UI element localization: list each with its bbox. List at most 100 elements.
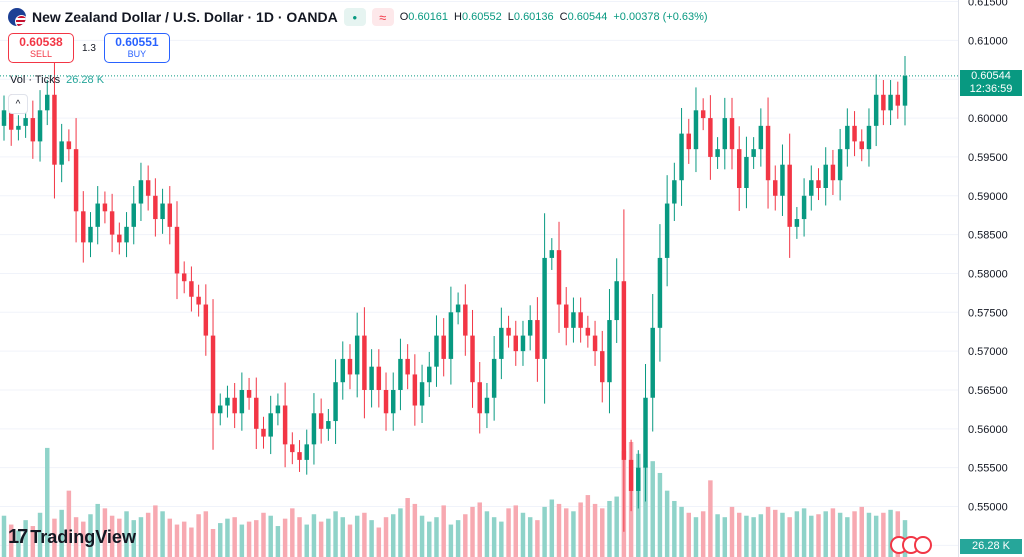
buy-button[interactable]: 0.60551 BUY bbox=[103, 33, 170, 63]
volume-bar bbox=[138, 517, 144, 557]
candle-body bbox=[643, 397, 648, 468]
volume-bar bbox=[441, 505, 446, 557]
volume-bar bbox=[679, 506, 684, 557]
candle-body bbox=[845, 125, 850, 150]
candle-body bbox=[131, 203, 136, 227]
candle-body bbox=[160, 203, 165, 220]
candle-body bbox=[463, 304, 468, 336]
y-tick-label: 0.58500 bbox=[968, 230, 1008, 242]
candle-body bbox=[830, 164, 836, 181]
volume-bar bbox=[73, 517, 79, 557]
candle-body bbox=[520, 335, 526, 352]
tradingview-logo[interactable]: 17 TradingView bbox=[8, 526, 136, 549]
volume-bar bbox=[95, 503, 100, 557]
volume-bar bbox=[751, 517, 756, 557]
volume-bar bbox=[852, 511, 857, 557]
volume-bar bbox=[304, 524, 309, 557]
volume-bar bbox=[729, 506, 735, 557]
volume-bar bbox=[354, 515, 360, 557]
volume-bar bbox=[311, 514, 317, 557]
sell-label: SELL bbox=[29, 49, 53, 59]
market-status-icon[interactable]: • bbox=[343, 8, 366, 26]
volume-bar bbox=[585, 495, 591, 557]
candle-body bbox=[556, 250, 562, 305]
candle-body bbox=[708, 118, 713, 157]
candle-body bbox=[859, 141, 864, 150]
volume-bar bbox=[1, 515, 7, 557]
symbol-title[interactable]: New Zealand Dollar / U.S. Dollar · 1D · … bbox=[32, 9, 338, 25]
y-tick-label: 0.60000 bbox=[968, 113, 1008, 125]
volume-bar bbox=[225, 518, 230, 557]
candle-body bbox=[549, 250, 555, 258]
candle-body bbox=[23, 118, 28, 126]
economic-events[interactable] bbox=[890, 536, 932, 554]
volume-bar bbox=[434, 517, 439, 557]
candle-body bbox=[218, 405, 223, 414]
volume-bar bbox=[88, 514, 93, 557]
candle-body bbox=[239, 389, 245, 414]
volume-bar bbox=[174, 524, 180, 557]
volume-bar bbox=[578, 502, 583, 557]
spread-value: 1.3 bbox=[82, 42, 96, 54]
volume-bar bbox=[477, 502, 482, 557]
candle-body bbox=[311, 413, 317, 445]
volume-bar bbox=[333, 511, 338, 557]
candle-body bbox=[254, 397, 259, 429]
volume-bar bbox=[780, 512, 785, 557]
candle-body bbox=[282, 405, 288, 445]
candle-body bbox=[700, 110, 706, 119]
volume-bar bbox=[866, 512, 872, 557]
candle-body bbox=[138, 180, 144, 204]
candle-body bbox=[888, 94, 893, 111]
volume-bar bbox=[203, 511, 209, 557]
candle-body bbox=[794, 219, 800, 227]
volume-legend[interactable]: Vol · Ticks 26.28 K bbox=[10, 74, 104, 86]
candle-body bbox=[109, 211, 115, 235]
candle-body bbox=[715, 149, 720, 157]
volume-bar bbox=[189, 527, 194, 557]
candle-body bbox=[189, 281, 194, 297]
sell-button[interactable]: 0.60538 SELL bbox=[8, 33, 74, 63]
candle-body bbox=[563, 304, 569, 328]
y-tick-label: 0.55500 bbox=[968, 463, 1008, 475]
candle-body bbox=[261, 428, 266, 437]
candle-body bbox=[672, 180, 677, 204]
candle-body bbox=[484, 397, 490, 414]
candle-body bbox=[102, 203, 108, 212]
volume-bar bbox=[383, 517, 389, 557]
volume-bar bbox=[715, 514, 720, 557]
volume-bar bbox=[37, 512, 43, 557]
volume-bar bbox=[801, 508, 807, 557]
candle-body bbox=[37, 110, 43, 142]
volume-bar bbox=[672, 500, 677, 557]
volume-bar bbox=[693, 517, 699, 557]
volume-bar bbox=[765, 506, 771, 557]
volume-bar bbox=[196, 514, 201, 557]
candle-body bbox=[448, 312, 454, 359]
ohlc-values: O0.60161 H0.60552 L0.60136 C0.60544 +0.0… bbox=[400, 11, 708, 23]
volume-bar bbox=[520, 512, 526, 557]
candle-body bbox=[427, 366, 432, 383]
candle-body bbox=[657, 257, 663, 328]
candle-body bbox=[153, 195, 158, 220]
candle-body bbox=[585, 327, 591, 336]
candle-body bbox=[527, 320, 533, 336]
volume-bar bbox=[448, 524, 454, 557]
volume-bar bbox=[816, 514, 821, 557]
volume-bar bbox=[527, 517, 533, 557]
volume-bar bbox=[181, 521, 187, 557]
collapse-chevron-icon[interactable]: ^ bbox=[8, 94, 28, 114]
volume-bar bbox=[369, 520, 374, 557]
volume-bar bbox=[398, 508, 403, 557]
candle-body bbox=[405, 358, 410, 375]
event-flag-icon[interactable] bbox=[914, 536, 932, 554]
volume-bar bbox=[535, 520, 540, 557]
data-feed-icon[interactable]: ≈ bbox=[371, 8, 394, 26]
candle-body bbox=[232, 397, 237, 414]
candle-body bbox=[297, 452, 302, 460]
low-value: L0.60136 bbox=[507, 11, 554, 23]
volume-bar bbox=[506, 508, 511, 557]
candle-body bbox=[304, 444, 309, 460]
volume-bar bbox=[499, 521, 504, 557]
